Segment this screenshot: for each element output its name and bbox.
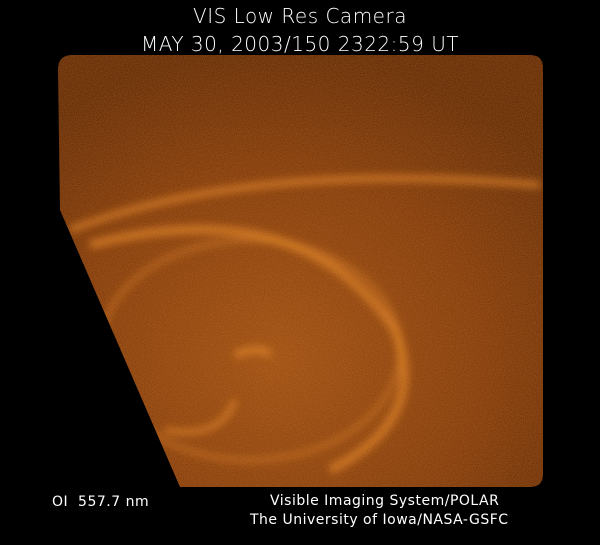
credit-line-1: Visible Imaging System/POLAR xyxy=(270,493,500,509)
image-title: VIS Low Res Camera xyxy=(193,4,407,28)
credit-line-2: The University of Iowa/NASA-GSFC xyxy=(250,512,509,528)
wavelength-label: OI 557.7 nm xyxy=(52,494,150,510)
timestamp: MAY 30, 2003/150 2322:59 UT xyxy=(140,32,460,56)
